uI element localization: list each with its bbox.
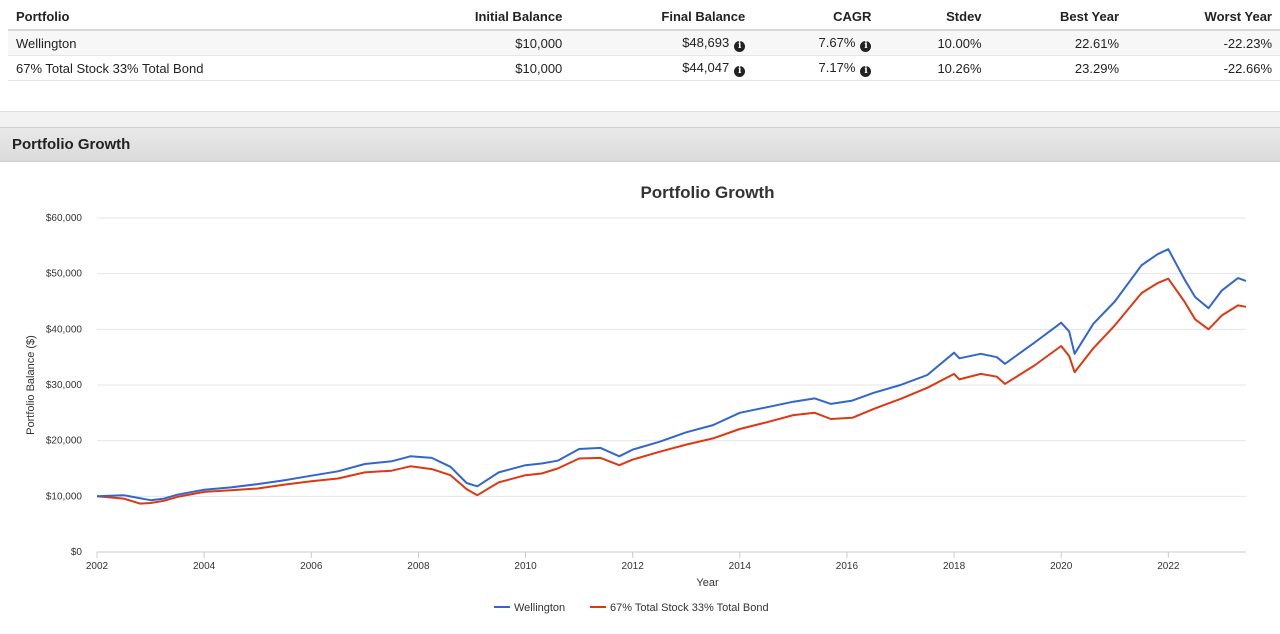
header-worst-year[interactable]: Worst Year	[1127, 4, 1280, 31]
y-tick-label: $0	[71, 547, 83, 558]
cell-best-year: 22.61%	[989, 30, 1128, 56]
y-tick-label: $30,000	[46, 380, 83, 391]
cell-portfolio: 67% Total Stock 33% Total Bond	[8, 55, 381, 81]
x-tick-label: 2002	[86, 561, 109, 572]
legend-wellington-label[interactable]: Wellington	[514, 602, 565, 614]
section-title: Portfolio Growth	[12, 136, 131, 153]
header-final-balance[interactable]: Final Balance	[570, 4, 754, 31]
header-initial-balance[interactable]: Initial Balance	[380, 4, 571, 31]
x-tick-label: 2016	[836, 561, 859, 572]
x-tick-label: 2010	[514, 561, 537, 572]
x-tick-label: 2008	[407, 561, 430, 572]
y-tick-label: $50,000	[46, 269, 83, 280]
series-line-stock-bond	[96, 277, 1247, 505]
x-axis-title: Year	[696, 577, 719, 589]
cell-final-balance: $48,693 i	[570, 30, 754, 56]
portfolio-summary-table: Portfolio Initial Balance Final Balance …	[8, 4, 1280, 81]
header-portfolio[interactable]: Portfolio	[8, 4, 381, 31]
table-header-row: Portfolio Initial Balance Final Balance …	[8, 4, 1280, 31]
cell-worst-year: -22.66%	[1127, 55, 1280, 81]
final-balance-value: $44,047	[682, 59, 730, 75]
cell-portfolio: Wellington	[8, 30, 381, 56]
cagr-value: 7.67%	[818, 34, 856, 50]
cagr-value: 7.17%	[818, 59, 856, 75]
cell-initial-balance: $10,000	[380, 30, 571, 56]
legend-stock-bond-label[interactable]: 67% Total Stock 33% Total Bond	[610, 602, 769, 614]
cell-initial-balance: $10,000	[380, 55, 571, 81]
y-axis-title: Portfolio Balance ($)	[25, 335, 37, 435]
cell-stdev: 10.26%	[879, 55, 990, 81]
x-tick-label: 2022	[1157, 561, 1180, 572]
info-circle-icon[interactable]: i	[734, 65, 746, 77]
cell-worst-year: -22.23%	[1127, 30, 1280, 56]
info-circle-icon[interactable]: i	[860, 65, 872, 77]
info-circle-icon[interactable]: i	[734, 40, 746, 52]
table-row: Wellington $10,000 $48,693 i 7.67% i 10.00…	[8, 30, 1280, 56]
final-balance-value: $48,693	[682, 34, 730, 50]
series-line-wellington	[96, 248, 1247, 502]
x-tick-label: 2014	[729, 561, 752, 572]
header-best-year[interactable]: Best Year	[989, 4, 1128, 31]
chart-title: Portfolio Growth	[640, 183, 774, 202]
section-divider	[0, 111, 1280, 128]
cell-stdev: 10.00%	[879, 30, 990, 56]
x-tick-label: 2020	[1050, 561, 1073, 572]
portfolio-growth-chart: Portfolio Growth $0 $10,000 $20,000 $30,000 $…	[25, 183, 1247, 614]
x-tick-label: 2006	[300, 561, 323, 572]
x-tick-label: 2018	[943, 561, 966, 572]
cell-best-year: 23.29%	[989, 55, 1128, 81]
info-circle-icon[interactable]: i	[860, 40, 872, 52]
header-stdev[interactable]: Stdev	[879, 4, 990, 31]
y-tick-label: $40,000	[46, 324, 83, 335]
y-tick-label: $60,000	[46, 213, 83, 224]
y-tick-label: $10,000	[46, 491, 83, 502]
cell-cagr: 7.17% i	[753, 55, 880, 81]
header-cagr[interactable]: CAGR	[753, 4, 880, 31]
x-tick-label: 2012	[622, 561, 645, 572]
y-tick-label: $20,000	[46, 436, 83, 447]
x-tick-label: 2004	[193, 561, 216, 572]
portfolio-growth-section-header: Portfolio Growth	[0, 127, 1280, 162]
table-row: 67% Total Stock 33% Total Bond $10,000 $…	[8, 55, 1280, 81]
cell-final-balance: $44,047 i	[570, 55, 754, 81]
cell-cagr: 7.67% i	[753, 30, 880, 56]
